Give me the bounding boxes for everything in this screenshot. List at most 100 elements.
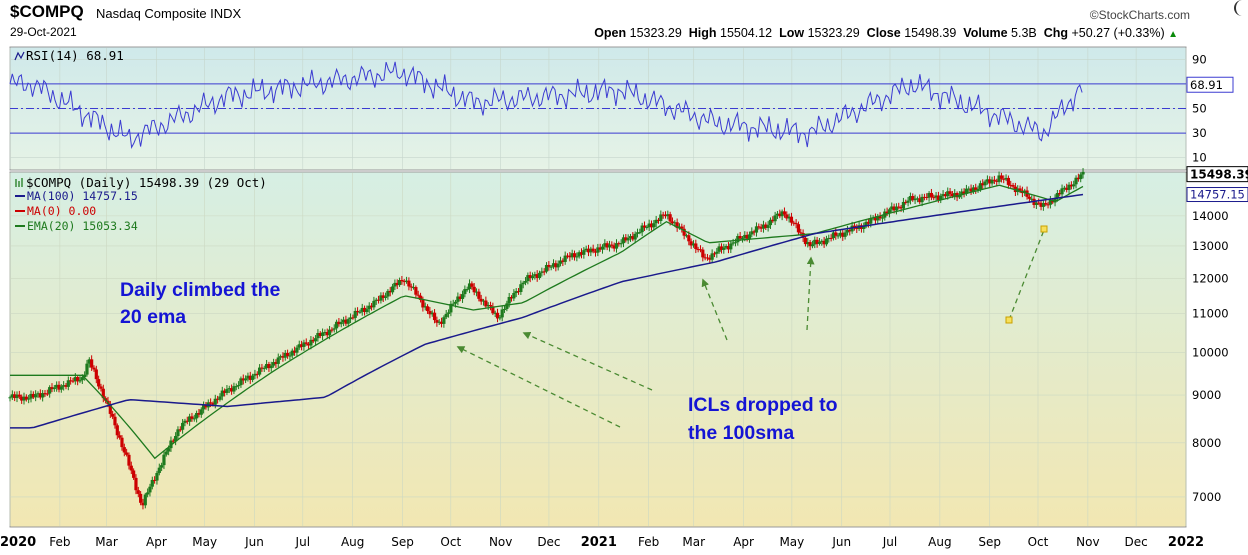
price-candle <box>962 188 966 198</box>
price-candle <box>353 307 357 322</box>
price-candle <box>141 498 145 510</box>
volume-value: 5.3B <box>1011 26 1037 40</box>
price-candle <box>528 271 532 283</box>
low-label: Low <box>779 26 805 40</box>
price-candle <box>62 381 66 391</box>
price-candle <box>617 241 621 247</box>
price-candle <box>484 296 488 309</box>
price-candle <box>66 376 70 391</box>
price-candle <box>264 359 269 370</box>
price-candle <box>904 199 908 205</box>
price-candle <box>810 240 815 249</box>
price-candle <box>1067 182 1071 194</box>
price-candle <box>379 292 383 304</box>
price-candle <box>20 394 24 404</box>
price-candle <box>491 302 495 316</box>
price-candle <box>83 371 87 381</box>
price-candle <box>309 336 313 350</box>
price-candle <box>367 302 371 314</box>
x-axis-label: Feb <box>638 535 659 549</box>
price-candle <box>269 361 273 372</box>
price-candle <box>607 240 612 252</box>
price-candle <box>738 231 742 241</box>
price-candle <box>577 250 581 259</box>
price-candle <box>271 358 276 368</box>
price-candle <box>274 359 278 368</box>
price-candle <box>376 295 381 304</box>
x-axis-label: Nov <box>1076 535 1099 549</box>
price-candle <box>234 383 238 391</box>
symbol-name: Nasdaq Composite INDX <box>96 6 242 21</box>
price-candle <box>780 209 784 221</box>
price-candle <box>836 233 840 239</box>
price-candle <box>395 279 399 289</box>
price-candle <box>24 394 28 402</box>
price-candle <box>386 289 390 300</box>
price-candle <box>603 239 607 250</box>
price-candle <box>997 171 1001 184</box>
price-candle <box>85 359 89 377</box>
price-candle <box>115 423 119 440</box>
price-candle <box>48 385 52 398</box>
price-candle <box>94 365 98 384</box>
price-candle <box>460 290 465 303</box>
price-candle <box>143 492 147 509</box>
price-candle <box>1069 181 1073 190</box>
price-candle <box>306 341 311 350</box>
rsi-label: RSI(14) 68.91 <box>26 48 124 63</box>
price-candle <box>69 377 73 385</box>
chart-date: 29-Oct-2021 <box>10 25 77 39</box>
price-candle <box>1011 182 1015 189</box>
price-candle <box>1076 173 1080 182</box>
x-axis-label: Jul <box>295 535 310 549</box>
price-candle <box>295 345 299 357</box>
price-candle <box>647 219 651 232</box>
price-candle <box>598 243 602 252</box>
price-candle <box>941 190 945 200</box>
price-candle <box>216 395 220 404</box>
x-axis-label: Jul <box>882 535 897 549</box>
rsi-tick-label: 10 <box>1192 151 1207 165</box>
price-candle <box>118 431 122 440</box>
annotation-handle[interactable] <box>1040 225 1048 233</box>
price-candle <box>1072 180 1076 190</box>
price-candle <box>199 407 203 418</box>
price-candle <box>820 239 824 246</box>
ma100-line <box>10 193 1084 429</box>
price-candle <box>146 488 150 498</box>
price-candle <box>948 188 952 198</box>
price-candle <box>582 247 586 259</box>
legend-item: EMA(20) 15053.34 <box>27 219 138 233</box>
price-candle <box>906 196 910 207</box>
price-candle <box>260 363 264 372</box>
price-candle <box>873 213 878 225</box>
price-candle <box>248 371 252 384</box>
open-value: 15323.29 <box>629 26 682 40</box>
scroll-handle-icon[interactable] <box>1234 0 1248 16</box>
price-candle <box>283 350 287 361</box>
x-axis-label: Oct <box>1028 535 1049 549</box>
price-candle <box>939 193 943 204</box>
price-candle <box>246 372 250 382</box>
price-candle <box>605 241 609 251</box>
price-candle <box>932 194 936 201</box>
annotation-handle[interactable] <box>1005 316 1013 324</box>
price-candle <box>276 353 280 368</box>
price-candle <box>589 246 593 257</box>
x-axis-label: Mar <box>682 535 705 549</box>
price-candle <box>113 412 117 429</box>
price-candle <box>481 298 486 306</box>
price-tick-label: 8000 <box>1192 436 1221 450</box>
price-candle <box>638 228 642 235</box>
price-candle <box>404 276 409 284</box>
price-candle <box>225 385 229 396</box>
price-candle <box>1034 200 1038 210</box>
price-candle <box>990 176 994 186</box>
price-candle <box>663 211 668 219</box>
price-candle <box>722 243 726 254</box>
price-candle <box>64 382 68 390</box>
price-candle <box>801 229 805 242</box>
price-candle <box>691 240 696 248</box>
price-candle <box>971 185 976 195</box>
